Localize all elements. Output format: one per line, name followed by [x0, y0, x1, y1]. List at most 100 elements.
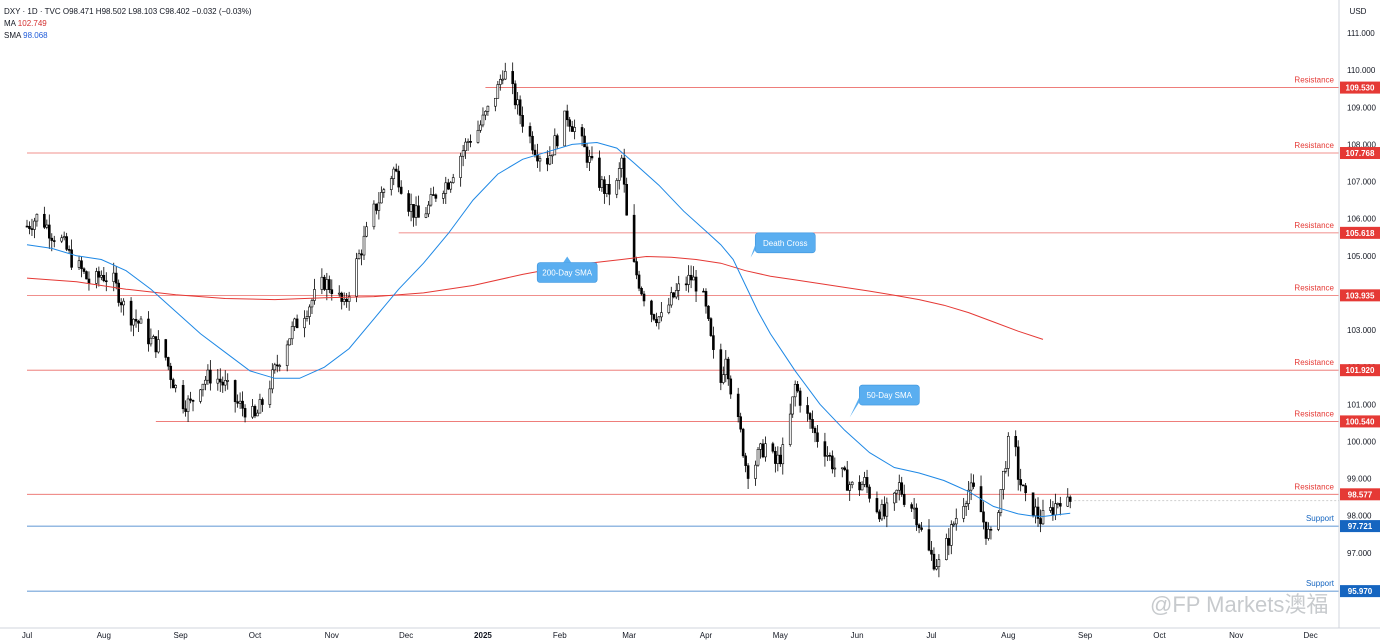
y-tick-label: 98.000 [1347, 512, 1372, 521]
candle-down [637, 274, 641, 289]
candle-up [605, 184, 609, 194]
candle-down [275, 364, 279, 367]
annotation-pointer [750, 244, 756, 258]
candle-down [432, 194, 435, 196]
candle-up [216, 378, 220, 384]
candle-down [704, 291, 708, 307]
annotation-pointer [563, 256, 572, 263]
candle-up [62, 236, 66, 239]
y-tick-label: 108.000 [1347, 140, 1376, 149]
candle-up [880, 504, 884, 520]
candle-up [139, 318, 143, 324]
candle-down [330, 289, 334, 294]
time-axis[interactable]: Jul Aug Sep Oct Nov Dec 2025 Feb Mar Apr May Jun Jul… [22, 631, 1318, 640]
candle-up [892, 492, 896, 504]
candle-down [806, 405, 809, 414]
candle-up [466, 141, 470, 143]
candle-down [533, 149, 537, 156]
candle-down [531, 135, 534, 151]
candle-up [620, 157, 624, 169]
x-tick-label: Oct [249, 631, 262, 640]
x-tick-label: Sep [1078, 631, 1093, 640]
candle-down [137, 320, 140, 324]
candle-down [80, 260, 83, 270]
candle-up [271, 369, 274, 390]
candle-up [342, 298, 346, 302]
annotation-pointer [849, 397, 860, 418]
candle-down [570, 126, 574, 132]
resistance-price-tag [1340, 226, 1380, 239]
candle-down [181, 385, 185, 410]
resistance-label: Resistance [1294, 76, 1334, 85]
candle-down [930, 549, 933, 555]
candle-up [573, 127, 576, 132]
candle-down [845, 469, 849, 491]
candle-down [865, 477, 869, 488]
candle-up [310, 300, 314, 308]
support-label: Support [1306, 579, 1335, 588]
candle-down [598, 157, 601, 188]
candle-up [476, 129, 480, 143]
x-tick-label: Apr [700, 631, 713, 640]
resistance-label: Resistance [1294, 141, 1334, 150]
sma-row[interactable]: SMA 98.068 [4, 30, 252, 42]
candle-down [102, 274, 106, 282]
candle-up [380, 192, 383, 204]
candle-up [186, 398, 190, 412]
price-axis[interactable]: USD96.00097.00098.00099.000100.000101.00… [0, 0, 1380, 629]
candle-down [555, 135, 559, 147]
candle-up [377, 202, 381, 211]
candle-up [674, 290, 678, 298]
candle-down [394, 168, 398, 172]
support-price-tag-text: 97.721 [1348, 522, 1373, 531]
candle-up [429, 194, 433, 206]
candle-down [328, 279, 331, 290]
candle-up [1034, 506, 1037, 516]
candle-up [337, 292, 341, 295]
candle-down [191, 400, 195, 402]
candle-up [1006, 435, 1010, 469]
resistance-price-tag [1340, 415, 1380, 428]
candle-up [848, 484, 851, 491]
candle-up [268, 388, 272, 405]
candle-up [952, 523, 956, 526]
candle-down [625, 184, 628, 216]
candle-up [481, 114, 485, 126]
resistance-label: Resistance [1294, 482, 1334, 491]
candles [25, 62, 1072, 578]
candle-down [920, 527, 923, 530]
candle-down [982, 511, 985, 523]
candle-up [667, 304, 671, 313]
candle-up [788, 413, 792, 445]
candle-down [808, 413, 812, 420]
y-tick-label: 101.000 [1347, 400, 1376, 409]
candle-down [868, 486, 871, 499]
resistance-label: Resistance [1294, 358, 1334, 367]
annotation-text: 200-Day SMA [542, 269, 592, 278]
candle-down [603, 179, 606, 194]
x-tick-label: Sep [174, 631, 189, 640]
x-tick-label: Dec [399, 631, 413, 640]
candle-up [759, 443, 762, 450]
symbol-line[interactable]: DXY · 1D · TVC [4, 7, 61, 16]
candle-down [947, 538, 951, 546]
candle-down [295, 318, 299, 329]
candle-down [117, 282, 120, 303]
ma-row[interactable]: MA 102.749 [4, 18, 252, 30]
candle-up [912, 507, 916, 510]
candle-up [451, 177, 455, 183]
candle-up [308, 306, 311, 317]
candle-down [407, 193, 410, 212]
candle-down [129, 300, 133, 326]
resistance-price-tag-text: 105.618 [1346, 229, 1375, 238]
candle-up [132, 318, 135, 326]
candle-up [669, 292, 673, 306]
candle-up [112, 272, 116, 282]
candle-down [166, 357, 170, 367]
candle-up [687, 274, 690, 285]
open-label: O [62, 7, 70, 16]
resistance-label: Resistance [1294, 283, 1334, 292]
currency-label: USD [1350, 7, 1367, 16]
